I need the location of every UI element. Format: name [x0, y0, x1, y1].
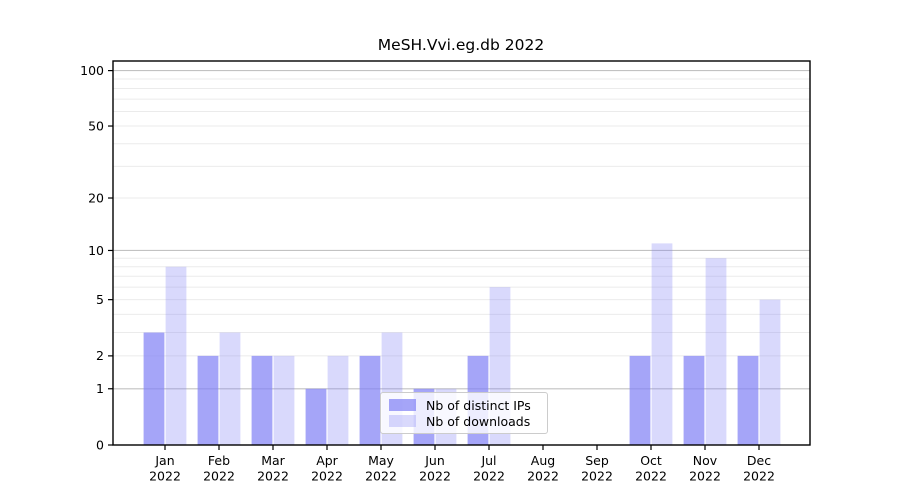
y-tick-label: 50	[88, 118, 104, 133]
x-tick-label: May 2022	[365, 453, 397, 484]
y-tick-label: 0	[96, 437, 104, 452]
y-tick-label: 100	[80, 63, 104, 78]
legend-swatch-downloads	[389, 415, 416, 427]
x-tick-label: Apr 2022	[311, 453, 343, 484]
legend-box: Nb of distinct IPs Nb of downloads	[380, 392, 548, 434]
y-tick-label: 5	[96, 292, 104, 307]
bar-downloads-nov	[705, 258, 727, 445]
x-tick-label: Jul 2022	[473, 453, 505, 484]
bar-downloads-feb	[219, 332, 241, 445]
x-tick-label: Aug 2022	[527, 453, 559, 484]
bar-distinct-ips-dec	[737, 355, 759, 445]
bar-downloads-oct	[651, 243, 673, 445]
x-tick-label: Jun 2022	[419, 453, 451, 484]
legend-item-downloads: Nb of downloads	[389, 413, 540, 429]
bar-downloads-jan	[165, 266, 187, 445]
plot-frame	[112, 60, 811, 446]
x-tick-label: Mar 2022	[257, 453, 289, 484]
bar-distinct-ips-apr	[305, 388, 327, 445]
legend-label-downloads: Nb of downloads	[426, 413, 531, 429]
legend-item-distinct-ips: Nb of distinct IPs	[389, 397, 540, 413]
y-tick-label: 1	[96, 381, 104, 396]
bar-distinct-ips-may	[359, 355, 381, 445]
chart-title: MeSH.Vvi.eg.db 2022	[378, 36, 544, 54]
bar-downloads-apr	[327, 355, 349, 445]
bar-downloads-dec	[759, 299, 781, 445]
bar-distinct-ips-oct	[629, 355, 651, 445]
bar-distinct-ips-feb	[197, 355, 219, 445]
y-tick-label: 2	[96, 348, 104, 363]
bar-distinct-ips-mar	[251, 355, 273, 445]
x-tick-label: Dec 2022	[743, 453, 775, 484]
legend-swatch-distinct-ips	[389, 399, 416, 411]
y-tick-label: 10	[88, 243, 104, 258]
x-tick-label: Oct 2022	[635, 453, 667, 484]
y-tick-label: 20	[88, 190, 104, 205]
bar-distinct-ips-nov	[683, 355, 705, 445]
bar-distinct-ips-jan	[143, 332, 165, 445]
x-tick-label: Feb 2022	[203, 453, 235, 484]
x-tick-label: Jan 2022	[149, 453, 181, 484]
bar-downloads-mar	[273, 355, 295, 445]
legend-label-distinct-ips: Nb of distinct IPs	[426, 397, 531, 413]
x-tick-label: Nov 2022	[689, 453, 721, 484]
x-tick-label: Sep 2022	[581, 453, 613, 484]
